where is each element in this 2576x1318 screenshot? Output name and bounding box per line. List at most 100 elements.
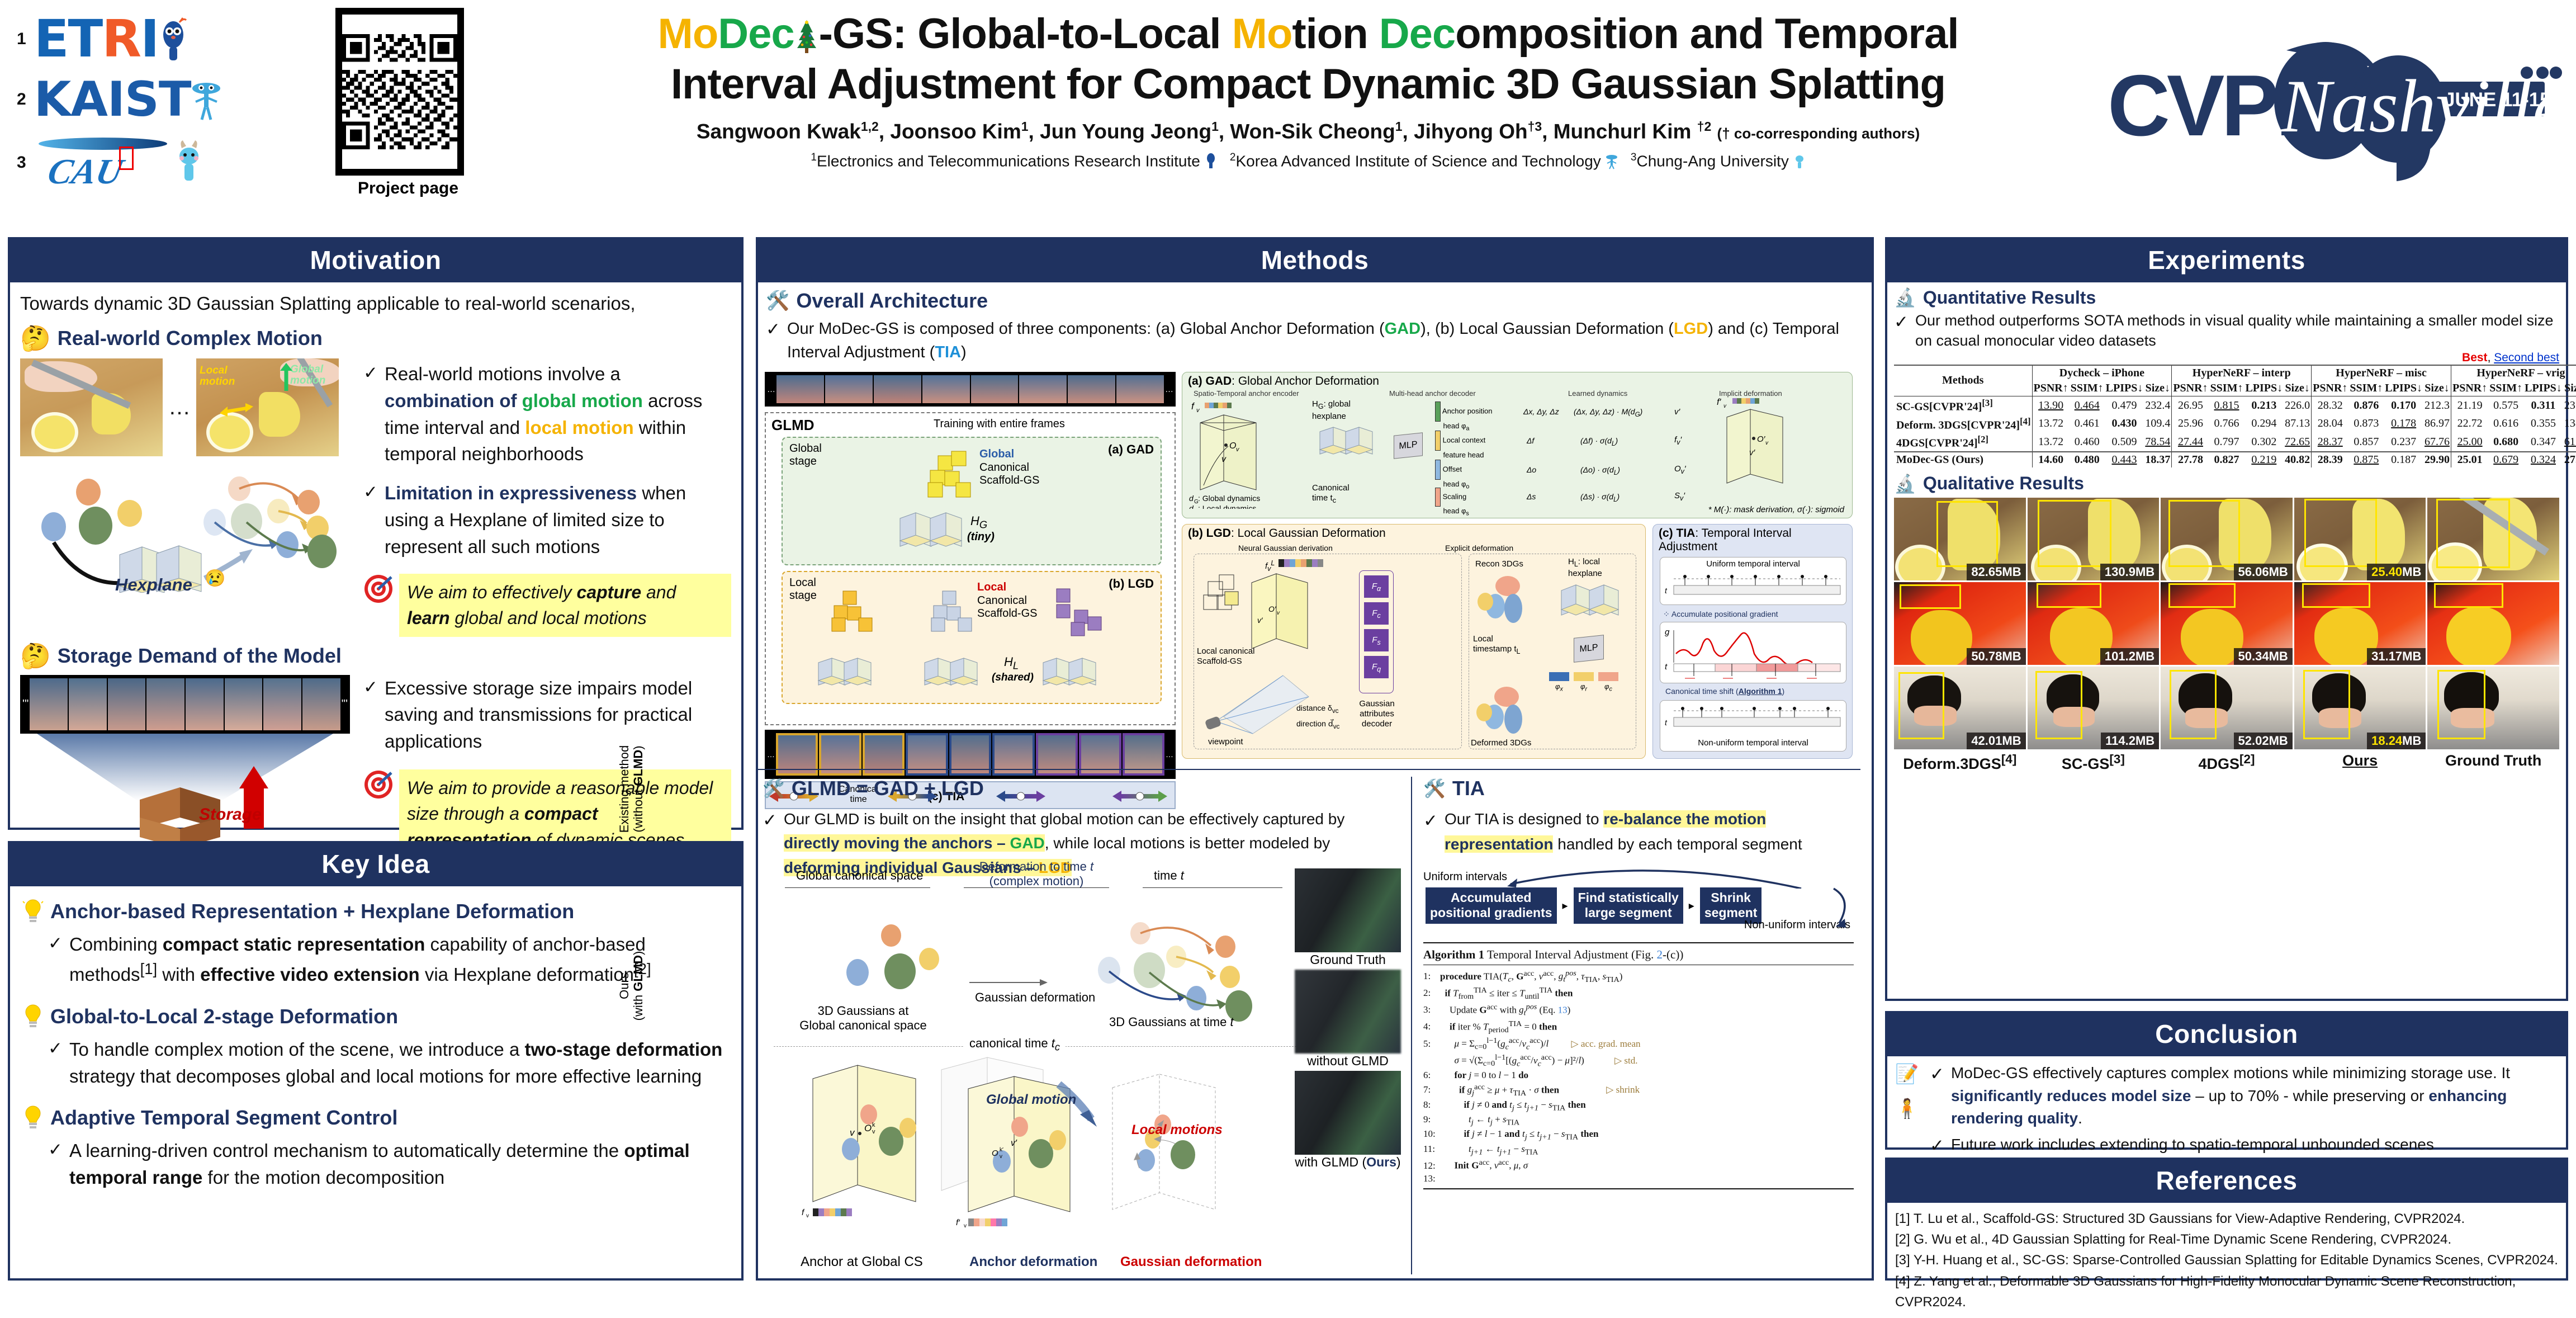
key-idea-head-1: Anchor-based Representation + Hexplane D… xyxy=(22,897,729,925)
svg-text:v: v xyxy=(1236,446,1240,453)
metric-header: LPIPS↓ xyxy=(2245,381,2283,394)
existing-method-illustration: Gaussian deformation xyxy=(846,922,1252,1022)
qual-size: 25.40MB xyxy=(2367,563,2426,580)
logo-kaist: 2 KAIST xyxy=(17,72,221,127)
qual-row-person: 42.01MB 114.2MB 52.02MB 18.24MB xyxy=(1894,666,2559,749)
qual-zoom-box xyxy=(2036,583,2101,608)
dataset-header-0: Dycheck – iPhone xyxy=(2032,365,2172,381)
table-cell: 0.479 xyxy=(2111,399,2137,412)
affiliation-2: Korea Advanced Institute of Science and … xyxy=(1235,152,1601,169)
qual-cell: 50.78MB xyxy=(1894,582,2026,665)
experiments-title: Experiments xyxy=(1887,239,2566,282)
qual-size: 56.06MB xyxy=(2233,563,2293,580)
logo-etri: 1 ETRI xyxy=(17,9,188,69)
references-panel: References [1] T. Lu et al., Scaffold-GS… xyxy=(1885,1158,2568,1310)
svg-text:v: v xyxy=(806,1213,809,1219)
key-idea-bullet-1: ✓ Combining compact static representatio… xyxy=(48,931,729,988)
table-cell: 0.680 xyxy=(2493,436,2519,448)
table-cell: 0.347 xyxy=(2530,436,2556,448)
lgd-local-canonical: O′ v v′ xyxy=(1203,573,1308,649)
affiliation-3: Chung-Ang University xyxy=(1636,152,1789,169)
qr-code-image[interactable] xyxy=(335,8,464,176)
svg-text:v: v xyxy=(1221,455,1227,464)
tia-uniform-label: Uniform temporal interval xyxy=(1706,559,1800,569)
logo-index-1: 1 xyxy=(17,29,26,48)
hl-label: HL xyxy=(1004,655,1019,672)
table-cell: 72.65 xyxy=(2285,436,2310,448)
hexplane-label: Hexplane xyxy=(115,574,192,594)
without-glmd-render xyxy=(1295,970,1401,1054)
qual-cell-gt xyxy=(2427,497,2559,580)
lemon-frame-2: Local motion Global motion xyxy=(196,358,339,456)
poster-title-block: MoDec -GS: Global-to-Local Motion Decompo… xyxy=(537,9,2080,170)
lgd-feature-bar xyxy=(1278,559,1329,570)
table-cell: 13.90 xyxy=(2032,396,2070,415)
tia-accum-label: ⁘ Accumulate positional gradient xyxy=(1663,610,1778,618)
local-stage-label: Local stage xyxy=(789,577,817,602)
project-page-qr[interactable]: Project page xyxy=(335,8,481,198)
recon-3dgs-icon xyxy=(1478,576,1522,623)
christmas-tree-icon xyxy=(794,15,819,53)
table-cell: 0.616 xyxy=(2493,417,2519,430)
notes-icon: 📝 xyxy=(1895,1064,1919,1085)
gad-head-2: Local context feature head xyxy=(1435,431,1485,460)
input-filmstrip-top: … … xyxy=(765,372,1176,407)
svg-text:O: O xyxy=(992,1149,998,1158)
gad-input-cube: fv Ov v dG: Global dynamics dL: Local dy… xyxy=(1189,401,1260,509)
table-cell: 231.9 xyxy=(2564,399,2576,412)
algo-line-12: 12: Init Gacc, νacc, μ, σ xyxy=(1423,1158,1528,1171)
table-cell: 29.90 xyxy=(2424,453,2450,466)
lgd-detail-panel: (b) LGD: Local Gaussian Deformation Neur… xyxy=(1182,524,1646,759)
reference-item: [3] Y-H. Huang et al., SC-GS: Sparse-Con… xyxy=(1895,1253,2558,1268)
blue-voxel-cluster xyxy=(931,590,972,632)
table-cell: 109.4 xyxy=(2145,417,2171,430)
check-icon: ✓ xyxy=(48,933,63,953)
svg-text:G: G xyxy=(1194,499,1199,505)
qual-head: 🔬 Qualitative Results xyxy=(1894,473,2559,494)
table-cell: 232.4 xyxy=(2145,399,2171,412)
algorithm-box: Algorithm 1 Temporal Interval Adjustment… xyxy=(1423,942,1854,1190)
table-cell: 28.39 xyxy=(2311,451,2349,467)
svg-text:v′: v′ xyxy=(1011,1139,1017,1148)
decoder-F-c: Fc xyxy=(1364,602,1389,625)
tia-nonuniform-label: Non-uniform temporal interval xyxy=(1698,738,1808,748)
microscope-icon-2: 🔬 xyxy=(1894,473,1916,494)
svg-text:t: t xyxy=(1665,586,1668,595)
gad-tag: (a) GAD xyxy=(1108,442,1154,456)
kaist-mascot-icon xyxy=(191,76,221,123)
local-motion-arrow xyxy=(220,403,253,417)
qual-zoom-box xyxy=(2168,583,2236,608)
lgd-local-canonical-label: Local canonical Scaffold-GS xyxy=(1197,646,1255,666)
qual-col-0: Deform.3DGS[4] xyxy=(1903,752,2017,772)
hl-local-hexplane-label: HL: local hexplane xyxy=(1568,557,1602,578)
tia-uniform-chart: t xyxy=(1665,575,1841,595)
svg-text:v′: v′ xyxy=(1749,448,1756,457)
check-icon: ✓ xyxy=(1930,1064,1944,1084)
table-cell: 0.430 xyxy=(2111,417,2137,430)
quant-head-label: Quantitative Results xyxy=(1922,287,2096,308)
canonical-time-label: Canonical time xyxy=(839,785,879,804)
table-cell: 0.460 xyxy=(2074,436,2100,448)
methods-overall-bullet: ✓ Our MoDec-GS is composed of three comp… xyxy=(766,317,1864,364)
algorithm-caption: Algorithm 1 Temporal Interval Adjustment… xyxy=(1423,947,1854,965)
tia-timeline-bar: Canonical time (c) TIA xyxy=(765,781,1176,809)
motivation-aim-1: We aim to effectively capture and learn … xyxy=(399,573,731,637)
qual-size: 50.34MB xyxy=(2233,648,2293,665)
motivation-bullet-3: ✓ Excessive storage size impairs model s… xyxy=(363,675,731,755)
check-icon: ✓ xyxy=(766,319,780,339)
global-word: Global xyxy=(979,448,1015,460)
gad-col1-label: Spatio-Temporal anchor encoder xyxy=(1194,389,1299,398)
local-motions-annotation: Local motions xyxy=(1131,1122,1223,1137)
table-cell: 25.96 xyxy=(2171,414,2209,433)
gad-head-1: Anchor position head φa xyxy=(1435,401,1493,433)
orange-voxel-cluster xyxy=(831,590,873,632)
tia-bullet: ✓ Our TIA is designed to re-balance the … xyxy=(1423,807,1854,857)
qual-zoom-box xyxy=(2436,498,2511,568)
poster-title-line1: MoDec -GS: Global-to-Local Motion Decompo… xyxy=(657,10,1959,58)
table-cell: 13.72 xyxy=(2032,414,2070,433)
qual-row-lemon: 82.65MB 130.9MB 56.06MB 25.40MB xyxy=(1894,497,2559,580)
glmd-head-label: GLMD = GAD + LGD xyxy=(791,777,984,800)
lemon-frame-1 xyxy=(20,358,163,456)
svg-text:k′: k′ xyxy=(1000,1147,1003,1153)
table-cell: 0.766 xyxy=(2214,417,2239,430)
